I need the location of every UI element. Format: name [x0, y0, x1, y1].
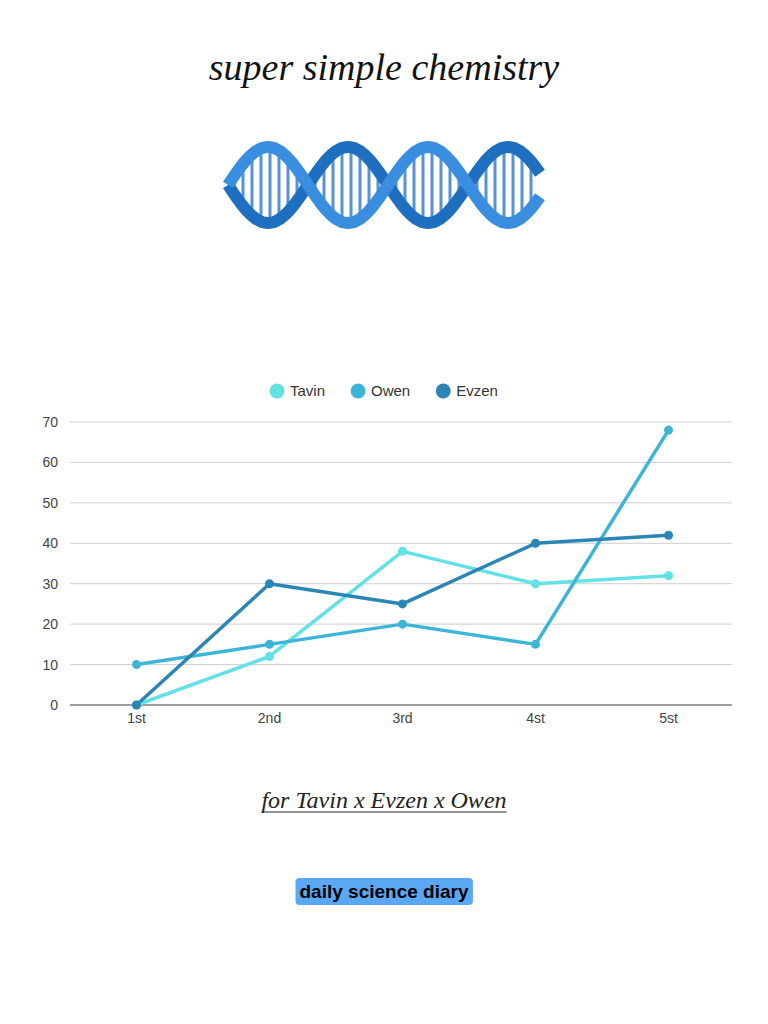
badge: daily science diary	[296, 878, 473, 905]
x-tick-label: 1st	[127, 710, 146, 726]
grid-line	[70, 422, 732, 423]
series-point	[398, 599, 407, 608]
series-point	[265, 652, 274, 661]
title: super simple chemistry	[209, 46, 560, 88]
dna-rung	[350, 147, 353, 222]
dna-rung	[512, 148, 515, 223]
plot-marks	[132, 426, 673, 710]
x-tick-label: 3rd	[392, 710, 412, 726]
series-point	[664, 531, 673, 540]
dna-rung	[341, 148, 344, 222]
badge-background	[296, 878, 473, 905]
subtitle-underline	[261, 812, 506, 813]
dna-strand	[228, 147, 540, 223]
x-tick-label: 4st	[526, 710, 545, 726]
dna-rung	[359, 151, 362, 219]
series-line	[137, 430, 669, 664]
legend-swatch	[351, 384, 366, 399]
badge-text: daily science diary	[300, 881, 469, 902]
series-point	[132, 701, 141, 710]
y-tick-label: 40	[42, 535, 58, 551]
y-tick-label: 10	[42, 657, 58, 673]
dna-rung	[494, 152, 497, 218]
subtitle: for Tavin x Evzen x Owen	[261, 787, 506, 813]
dna-rung	[440, 152, 443, 218]
dna-strand	[228, 147, 540, 223]
series-point	[398, 620, 407, 629]
series-line	[137, 551, 669, 705]
series-point	[664, 571, 673, 580]
dna-rung	[503, 147, 506, 222]
y-tick-label: 20	[42, 616, 58, 632]
grid	[70, 422, 732, 705]
grid-line	[70, 543, 732, 544]
dna-rung	[278, 150, 281, 219]
grid-line	[70, 583, 732, 584]
y-tick-label: 60	[42, 454, 58, 470]
dna-illustration	[228, 147, 540, 223]
dna-rung	[260, 148, 263, 221]
series-point	[132, 701, 141, 710]
series-point	[265, 640, 274, 649]
series-line	[137, 535, 669, 705]
legend-label: Tavin	[290, 382, 325, 399]
grid-line	[70, 664, 732, 665]
dna-rung	[422, 148, 425, 223]
legend: Tavin Owen Evzen	[270, 382, 498, 399]
series-point	[531, 640, 540, 649]
y-tick-label: 0	[50, 697, 58, 713]
series-point	[531, 539, 540, 548]
dna-rung	[431, 147, 434, 222]
dna-rung	[413, 153, 416, 218]
y-tick-label: 30	[42, 576, 58, 592]
grid-line	[70, 705, 732, 706]
page: super simple chemistry 0 10 20 30 40 50 60 70 1st…	[0, 0, 768, 1024]
dna-rung	[269, 147, 272, 223]
series-point	[664, 426, 673, 435]
y-tick-label: 70	[42, 414, 58, 430]
legend-label: Evzen	[456, 382, 498, 399]
series-point	[398, 547, 407, 556]
series-point	[132, 660, 141, 669]
x-axis-line	[70, 705, 732, 706]
grid-line	[70, 462, 732, 463]
dna-rung	[521, 153, 524, 218]
series-point	[265, 579, 274, 588]
x-tick-label: 2nd	[258, 710, 281, 726]
dna-rung	[332, 153, 335, 216]
grid-line	[70, 502, 732, 503]
legend-label: Owen	[371, 382, 410, 399]
y-tick-label: 50	[42, 495, 58, 511]
legend-swatch	[436, 384, 451, 399]
legend-swatch	[270, 384, 285, 399]
x-tick-label: 5st	[659, 710, 678, 726]
series-point	[531, 579, 540, 588]
